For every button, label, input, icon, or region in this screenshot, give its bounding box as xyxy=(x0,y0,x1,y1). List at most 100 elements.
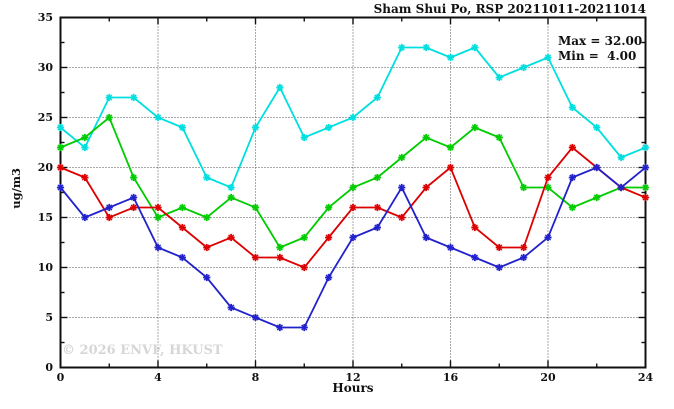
data-point-marker xyxy=(203,213,211,222)
data-point-marker xyxy=(349,233,357,242)
data-point-marker xyxy=(227,233,235,242)
data-point-marker xyxy=(471,123,479,132)
data-point-marker xyxy=(471,43,479,52)
data-point-marker xyxy=(276,323,284,332)
x-tick-label: 0 xyxy=(56,371,65,384)
y-tick-label: 20 xyxy=(37,160,53,174)
data-point-marker xyxy=(641,143,650,152)
data-point-marker xyxy=(203,273,211,282)
data-point-marker xyxy=(105,93,113,102)
data-point-marker xyxy=(203,173,211,182)
data-point-marker xyxy=(178,253,186,262)
x-tick-label: 4 xyxy=(154,371,162,384)
data-point-marker xyxy=(422,183,430,192)
data-point-marker xyxy=(520,253,528,262)
data-point-marker xyxy=(227,183,235,192)
data-point-marker xyxy=(251,123,260,132)
data-point-marker xyxy=(154,113,162,122)
data-point-marker xyxy=(617,183,625,192)
data-point-marker xyxy=(105,113,113,122)
data-point-marker xyxy=(422,43,430,52)
data-point-marker xyxy=(446,163,455,172)
data-point-marker xyxy=(471,223,479,232)
data-point-marker xyxy=(81,133,89,142)
data-point-marker xyxy=(56,163,65,172)
y-tick-label: 0 xyxy=(45,360,53,374)
gridlines xyxy=(60,17,646,368)
data-point-marker xyxy=(520,183,528,192)
x-tick-label: 20 xyxy=(540,371,556,384)
data-point-marker xyxy=(544,53,552,62)
data-point-marker xyxy=(446,143,455,152)
data-point-marker xyxy=(568,173,576,182)
data-point-marker xyxy=(81,143,89,152)
series-blue xyxy=(56,163,650,332)
y-tick-label: 35 xyxy=(37,10,53,24)
data-point-marker xyxy=(544,233,552,242)
data-point-marker xyxy=(154,213,162,222)
data-point-marker xyxy=(56,183,65,192)
data-point-marker xyxy=(300,323,308,332)
data-point-marker xyxy=(373,223,381,232)
chart-title: Sham Shui Po, RSP 20211011-20211014 xyxy=(373,2,646,16)
x-axis-label: Hours xyxy=(332,381,374,395)
data-point-marker xyxy=(300,133,308,142)
data-point-marker xyxy=(568,203,576,212)
data-point-marker xyxy=(325,273,333,282)
data-point-marker xyxy=(373,203,381,212)
data-point-marker xyxy=(398,183,406,192)
data-point-marker xyxy=(641,183,650,192)
data-point-marker xyxy=(495,133,503,142)
y-tick-label: 25 xyxy=(37,110,53,124)
data-point-marker xyxy=(446,243,455,252)
data-point-marker xyxy=(446,53,455,62)
data-point-marker xyxy=(520,63,528,72)
data-point-marker xyxy=(641,193,650,202)
y-tick-label: 10 xyxy=(37,260,53,274)
data-point-marker xyxy=(568,143,576,152)
data-point-marker xyxy=(398,153,406,162)
data-point-marker xyxy=(593,123,601,132)
data-point-marker xyxy=(373,173,381,182)
y-tick-label: 30 xyxy=(37,60,53,74)
data-point-marker xyxy=(105,213,113,222)
x-tick-label: 8 xyxy=(251,371,260,384)
data-point-marker xyxy=(154,243,162,252)
data-point-marker xyxy=(349,183,357,192)
data-point-marker xyxy=(495,73,503,82)
data-point-marker xyxy=(130,173,138,182)
data-point-marker xyxy=(520,243,528,252)
data-point-marker xyxy=(349,203,357,212)
data-point-marker xyxy=(495,263,503,272)
data-point-marker xyxy=(495,243,503,252)
data-point-marker xyxy=(300,233,308,242)
data-point-marker xyxy=(544,183,552,192)
y-tick-label: 5 xyxy=(45,310,53,324)
max-min-annotation: Max = 32.00 Min = 4.00 xyxy=(558,34,642,64)
data-point-marker xyxy=(178,203,186,212)
data-point-marker xyxy=(81,213,89,222)
data-point-marker xyxy=(325,123,333,132)
y-tick-label: 15 xyxy=(37,210,53,224)
data-point-marker xyxy=(593,193,601,202)
data-point-marker xyxy=(276,243,284,252)
data-point-marker xyxy=(56,123,65,132)
data-point-marker xyxy=(251,203,260,212)
max-value-label: Max = 32.00 xyxy=(558,34,643,48)
series-green xyxy=(56,113,650,252)
data-point-marker xyxy=(422,133,430,142)
watermark-text: © 2026 ENVF, HKUST xyxy=(62,343,223,358)
data-point-marker xyxy=(178,223,186,232)
data-point-marker xyxy=(593,163,601,172)
min-value-label: Min = 4.00 xyxy=(558,49,637,63)
data-point-marker xyxy=(130,203,138,212)
data-point-marker xyxy=(227,193,235,202)
data-point-marker xyxy=(56,143,65,152)
data-point-marker xyxy=(325,233,333,242)
data-point-marker xyxy=(471,253,479,262)
y-axis-label: ug/m3 xyxy=(9,168,23,209)
data-point-marker xyxy=(568,103,576,112)
x-tick-label: 24 xyxy=(637,371,654,384)
data-point-marker xyxy=(81,173,89,182)
